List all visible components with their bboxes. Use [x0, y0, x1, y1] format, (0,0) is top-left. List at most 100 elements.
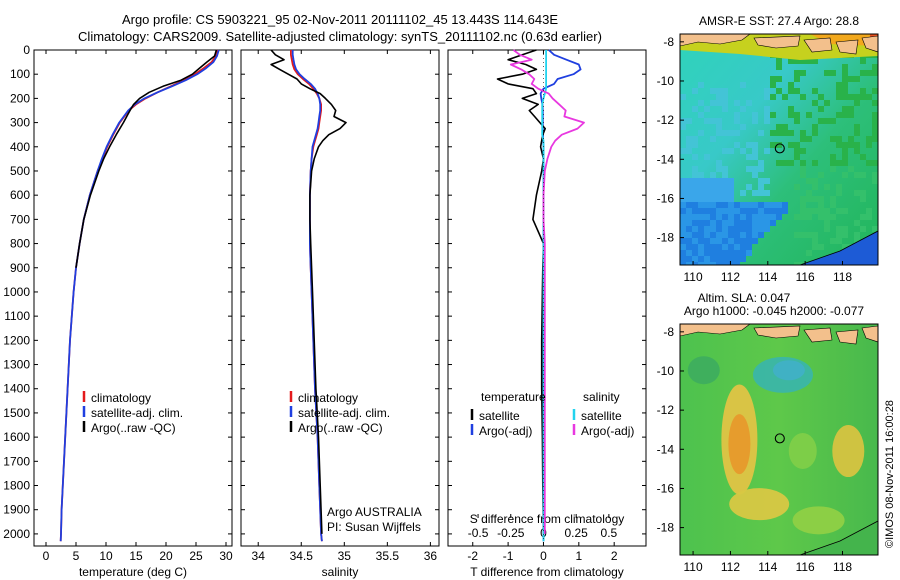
- x-tick-label: 15: [129, 549, 143, 563]
- sst-cell: [818, 106, 824, 112]
- sst-cell: [848, 76, 854, 82]
- legend-label: satellite-adj. clim.: [298, 406, 390, 420]
- sst-cell: [758, 208, 764, 214]
- sst-cell: [722, 196, 728, 202]
- sst-cell: [734, 256, 740, 262]
- sst-cell: [710, 88, 716, 94]
- sst-cell: [722, 226, 728, 232]
- sst-cell: [776, 130, 782, 136]
- sst-cell: [854, 124, 860, 130]
- sst-cell: [686, 232, 692, 238]
- sst-cell: [686, 244, 692, 250]
- sst-cell: [764, 112, 770, 118]
- sst-cell: [776, 58, 782, 64]
- sst-cell: [698, 172, 704, 178]
- series-line-climatology: [290, 50, 323, 542]
- depth-tick-label: 800: [10, 237, 30, 251]
- sst-cell: [698, 82, 704, 88]
- series-line-temperature-satellite: [539, 49, 582, 542]
- sst-cell: [710, 262, 716, 265]
- sst-cell: [830, 202, 836, 208]
- sst-cell: [812, 184, 818, 190]
- sst-cell: [692, 196, 698, 202]
- sst-cell: [692, 172, 698, 178]
- legend-label: Argo(-adj): [581, 424, 634, 438]
- sst-cell: [704, 232, 710, 238]
- sst-cell: [842, 148, 848, 154]
- sst-cell: [842, 154, 848, 160]
- sst-cell: [710, 208, 716, 214]
- sst-cell: [692, 136, 698, 142]
- sst-cell: [698, 226, 704, 232]
- sst-cell: [848, 106, 854, 112]
- legend-label: satellite-adj. clim.: [91, 406, 183, 420]
- land-mass: [861, 325, 878, 343]
- map-x-tick-label: 110: [684, 560, 703, 574]
- sst-cell: [722, 208, 728, 214]
- sst-cell: [710, 196, 716, 202]
- sst-cell: [710, 220, 716, 226]
- land-mass: [861, 35, 878, 53]
- series-line-argo-raw-qc-: [75, 49, 218, 268]
- sst-cell: [692, 184, 698, 190]
- sst-cell: [716, 190, 722, 196]
- sst-cell: [716, 94, 722, 100]
- sst-cell: [698, 190, 704, 196]
- sst-cell: [680, 184, 686, 190]
- s-axis-tick-label: -0.5: [468, 526, 489, 540]
- sst-cell: [836, 112, 842, 118]
- s-axis-tick-label: -0.25: [497, 526, 525, 540]
- sst-cell: [716, 178, 722, 184]
- sla-map: 110 112 114 116 118 -8 -10 -12 -14 -16 -18: [657, 323, 879, 574]
- sst-cell: [740, 190, 746, 196]
- sst-cell: [680, 226, 686, 232]
- sst-cell: [698, 238, 704, 244]
- sst-cell: [686, 148, 692, 154]
- sst-cell: [722, 184, 728, 190]
- sst-cell: [758, 226, 764, 232]
- imos-credit: ©IMOS 08-Nov-2011 16:00:28: [884, 400, 896, 548]
- sst-map-field: [680, 34, 878, 265]
- sst-cell: [752, 208, 758, 214]
- sst-cell: [722, 166, 728, 172]
- sst-cell: [686, 208, 692, 214]
- map-y-tick-label: -12: [657, 113, 675, 127]
- sst-cell: [716, 250, 722, 256]
- sst-cell: [686, 118, 692, 124]
- map-y-tick-label: -18: [657, 231, 675, 245]
- sst-cell: [740, 82, 746, 88]
- sst-cell: [770, 142, 776, 148]
- sst-cell: [770, 208, 776, 214]
- sst-cell: [842, 160, 848, 166]
- sst-cell: [752, 202, 758, 208]
- sst-cell: [794, 184, 800, 190]
- sst-cell: [818, 196, 824, 202]
- map-x-tick-label: 112: [721, 560, 740, 574]
- sst-cell: [830, 154, 836, 160]
- sst-cell: [722, 100, 728, 106]
- sst-cell: [836, 142, 842, 148]
- sst-cell: [746, 154, 752, 160]
- sst-cell: [716, 130, 722, 136]
- sst-cell: [722, 130, 728, 136]
- sst-cell: [788, 142, 794, 148]
- sla-map-frame: [679, 323, 879, 556]
- sst-cell: [692, 232, 698, 238]
- depth-tick-label: 1300: [3, 358, 30, 372]
- sst-cell: [746, 100, 752, 106]
- sst-cell: [722, 256, 728, 262]
- sst-cell: [806, 190, 812, 196]
- land-mass: [753, 35, 801, 49]
- depth-tick-label: 500: [10, 164, 30, 178]
- sst-cell: [734, 142, 740, 148]
- sst-cell: [872, 226, 878, 232]
- sst-cell: [698, 250, 704, 256]
- sst-cell: [710, 214, 716, 220]
- sst-cell: [842, 94, 848, 100]
- sst-cell: [698, 220, 704, 226]
- sst-cell: [722, 250, 728, 256]
- sst-cell: [710, 190, 716, 196]
- map-y-tick-label: -10: [657, 74, 675, 88]
- sst-cell: [860, 172, 866, 178]
